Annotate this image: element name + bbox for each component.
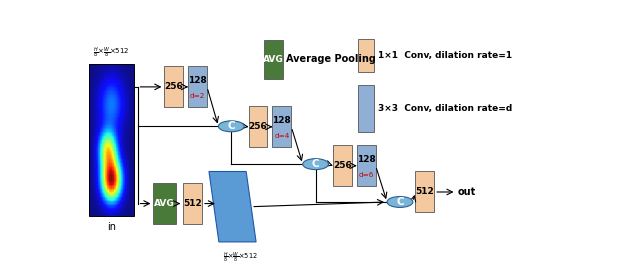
Bar: [264, 40, 284, 79]
Text: in: in: [107, 222, 116, 232]
Bar: [188, 66, 207, 107]
Bar: [154, 183, 176, 224]
Bar: [249, 106, 268, 147]
Text: out: out: [458, 187, 476, 197]
Text: 256: 256: [164, 82, 183, 91]
Text: d=2: d=2: [190, 93, 205, 99]
Bar: [333, 145, 352, 186]
Text: 128: 128: [357, 155, 376, 164]
Text: 3×3  Conv, dilation rate=d: 3×3 Conv, dilation rate=d: [378, 104, 512, 113]
Bar: [273, 106, 291, 147]
Text: 128: 128: [273, 116, 291, 125]
Text: C: C: [396, 197, 404, 207]
Bar: [415, 171, 434, 212]
Bar: [89, 64, 134, 216]
Polygon shape: [209, 171, 256, 242]
Text: 256: 256: [249, 122, 268, 131]
Text: 512: 512: [183, 199, 202, 208]
Text: 1×1  Conv, dilation rate=1: 1×1 Conv, dilation rate=1: [378, 51, 512, 60]
Text: AVG: AVG: [154, 199, 175, 208]
Text: d=4: d=4: [274, 133, 289, 139]
Circle shape: [218, 121, 244, 132]
Text: 128: 128: [188, 76, 207, 85]
Text: 512: 512: [415, 188, 434, 197]
Text: Average Pooling: Average Pooling: [286, 54, 376, 64]
Text: AVG: AVG: [263, 55, 284, 64]
Text: d=6: d=6: [358, 172, 374, 178]
Circle shape: [303, 159, 328, 170]
Bar: [356, 145, 376, 186]
Circle shape: [387, 197, 413, 207]
Text: 256: 256: [333, 161, 352, 170]
Bar: [358, 39, 374, 72]
Bar: [183, 183, 202, 224]
Text: C: C: [312, 159, 319, 169]
Text: C: C: [227, 121, 235, 131]
Text: $\frac{H}{8}{\times}\frac{W}{8}{\times}512$: $\frac{H}{8}{\times}\frac{W}{8}{\times}5…: [93, 46, 129, 60]
Bar: [164, 66, 183, 107]
Text: $\frac{H}{8}{\times}\frac{W}{8}{\times}512$: $\frac{H}{8}{\times}\frac{W}{8}{\times}5…: [223, 251, 257, 265]
Bar: [358, 85, 374, 132]
